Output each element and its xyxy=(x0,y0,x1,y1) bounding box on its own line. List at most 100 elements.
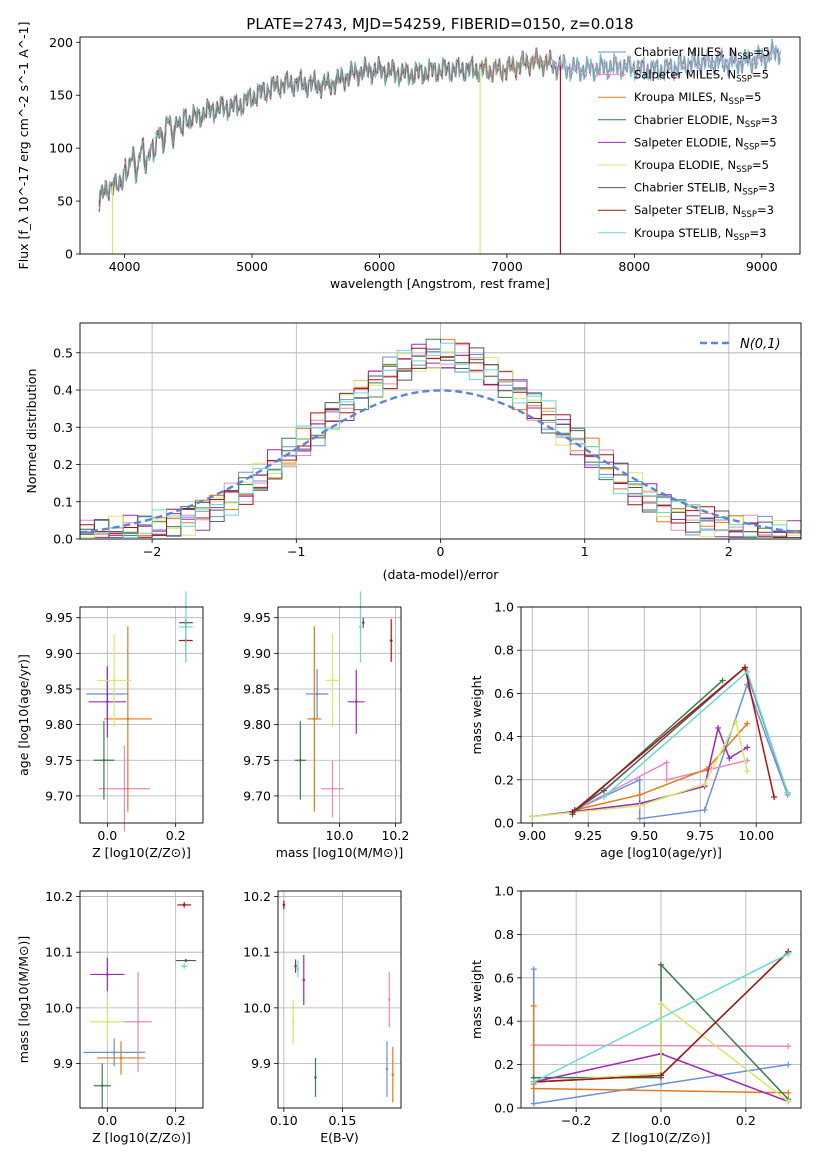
x-tick-label: 10.0 xyxy=(326,828,354,843)
weight-marker xyxy=(658,1081,664,1088)
data-point xyxy=(102,758,106,762)
y-tick-label: 0.1 xyxy=(53,494,73,509)
weight-marker xyxy=(663,776,670,783)
spectrum-panel: PLATE=2743, MJD=54259, FIBERID=0150, z=0… xyxy=(16,15,801,291)
weight-marker xyxy=(658,1000,664,1007)
weight-marker xyxy=(715,724,722,731)
data-point xyxy=(294,964,297,968)
x-tick-label: 9000 xyxy=(746,259,778,274)
y-tick-label: 0.2 xyxy=(494,1057,514,1072)
y-tick-label: 200 xyxy=(49,35,73,50)
normal-curve xyxy=(79,389,802,534)
y-tick-label: 9.95 xyxy=(243,610,271,625)
y-tick-label: 150 xyxy=(49,88,73,103)
y-tick-label: 0.3 xyxy=(53,420,73,435)
weight-marker xyxy=(701,807,708,814)
x-tick-label: 0.10 xyxy=(270,1113,298,1128)
x-tick-label: 2 xyxy=(725,544,733,559)
mass-vs-extinction-panel: 0.10 0.15 9.9 10.0 10.1 10.2 E(B-V) xyxy=(243,889,402,1145)
weight-marker xyxy=(771,794,778,801)
x-axis-label: mass [log10(M/M⊙)] xyxy=(276,845,404,860)
weight-series-line xyxy=(574,666,789,811)
mass-weight-vs-metallicity-panel: −0.2 0.0 0.2 0.0 0.2 0.4 0.6 0.8 1.0 Z [log10(Z/Z… xyxy=(469,884,802,1145)
weight-marker xyxy=(636,802,643,809)
y-tick-label: 0.6 xyxy=(494,686,514,701)
y-tick-label: 9.70 xyxy=(243,788,271,803)
legend-entry: Kroupa ELODIE, NSSP=5 xyxy=(634,158,769,175)
y-tick-label: 9.9 xyxy=(53,1056,73,1071)
y-tick-label: 9.80 xyxy=(45,717,73,732)
weight-marker xyxy=(530,1100,537,1107)
weight-marker xyxy=(744,668,751,675)
data-point xyxy=(106,1020,109,1024)
x-tick-label: 9.50 xyxy=(630,828,658,843)
x-tick-label: 0.2 xyxy=(166,1113,186,1128)
y-tick-label: 10.2 xyxy=(243,889,271,904)
y-tick-label: 0.8 xyxy=(494,927,514,942)
weight-marker xyxy=(569,809,576,816)
y-axis-label: Normed distribution xyxy=(24,369,39,494)
data-point xyxy=(296,967,300,971)
y-tick-label: 9.80 xyxy=(243,717,271,732)
x-tick-label: 8000 xyxy=(618,259,650,274)
legend-entry: Chabrier MILES, NSSP=5 xyxy=(634,45,770,62)
x-tick-label: 6000 xyxy=(364,259,396,274)
y-tick-label: 50 xyxy=(57,194,73,209)
legend-entry: Salpeter ELODIE, NSSP=5 xyxy=(634,135,777,152)
data-point xyxy=(112,1051,116,1054)
weight-series-line xyxy=(574,723,748,811)
y-tick-label: 0.8 xyxy=(494,643,514,658)
legend-entry: Chabrier STELIB, NSSP=3 xyxy=(634,181,775,198)
data-point xyxy=(123,787,126,791)
axes-frame xyxy=(79,606,204,824)
y-tick-label: 10.0 xyxy=(243,1000,271,1015)
weight-marker xyxy=(658,961,664,968)
data-point xyxy=(119,1056,123,1060)
weight-series-line xyxy=(574,682,789,820)
x-tick-label: −2 xyxy=(143,544,161,559)
x-tick-label: 0.0 xyxy=(97,1113,117,1128)
legend-entry: Kroupa MILES, NSSP=5 xyxy=(634,90,761,107)
data-point xyxy=(182,903,186,907)
x-tick-label: 0.0 xyxy=(97,828,117,843)
weight-marker xyxy=(701,781,708,788)
x-axis-label: wavelength [Angstrom, rest frame] xyxy=(330,276,550,291)
axes-frame xyxy=(79,36,801,255)
y-axis-label: mass weight xyxy=(469,675,484,754)
x-tick-label: 9.00 xyxy=(518,828,546,843)
y-tick-label: 10.0 xyxy=(45,1000,73,1015)
y-axis-label: mass weight xyxy=(469,960,484,1039)
y-tick-label: 100 xyxy=(49,141,73,156)
axes-frame xyxy=(520,890,802,1109)
y-tick-label: 0.4 xyxy=(53,383,73,398)
weight-marker xyxy=(636,776,643,783)
y-tick-label: 0.0 xyxy=(494,816,514,831)
weight-marker xyxy=(785,1061,792,1068)
y-tick-label: 1.0 xyxy=(494,884,514,899)
legend-entry: Salpeter MILES, NSSP=5 xyxy=(634,68,769,85)
data-point xyxy=(391,1073,395,1076)
y-tick-label: 9.75 xyxy=(243,753,271,768)
y-tick-label: 1.0 xyxy=(494,600,514,615)
chart-title: PLATE=2743, MJD=54259, FIBERID=0150, z=0… xyxy=(246,15,633,33)
y-tick-label: 0.6 xyxy=(494,970,514,985)
x-tick-label: 1 xyxy=(581,544,589,559)
weight-marker xyxy=(530,966,537,973)
legend-entry: Chabrier ELODIE, NSSP=3 xyxy=(634,113,778,130)
x-tick-label: 0 xyxy=(437,544,445,559)
spectrum-series-line xyxy=(98,38,781,201)
weight-marker xyxy=(636,815,643,822)
y-tick-label: 0.5 xyxy=(53,345,73,360)
weight-marker xyxy=(636,791,643,798)
weight-marker xyxy=(733,718,740,725)
x-tick-label: 0.15 xyxy=(329,1113,357,1128)
data-point xyxy=(331,679,334,682)
data-point xyxy=(354,700,358,704)
y-tick-label: 10.2 xyxy=(45,889,73,904)
x-tick-label: 10.2 xyxy=(381,828,409,843)
x-axis-label: (data-model)/error xyxy=(383,567,500,582)
y-tick-label: 0.2 xyxy=(494,772,514,787)
x-axis-label: Z [log10(Z/Z⊙)] xyxy=(92,845,191,860)
x-axis-label: E(B-V) xyxy=(320,1130,359,1145)
